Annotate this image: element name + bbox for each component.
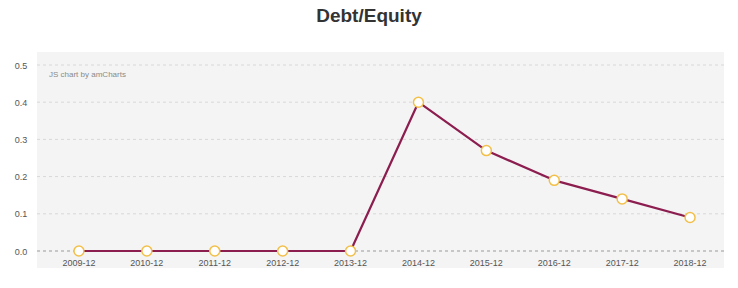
y-tick-label: 0.2 [15,172,28,182]
data-point [142,246,152,256]
grid-line [37,102,724,103]
data-point [549,175,559,185]
x-tick-label: 2012-12 [266,258,299,268]
grid-line [37,176,724,177]
x-tick-label: 2018-12 [674,258,707,268]
grid-line [37,65,724,66]
data-point [210,246,220,256]
data-point [617,194,627,204]
chart: Debt/Equity JS chart by amCharts 0.0 0.1 0.2… [0,0,738,288]
data-point [278,246,288,256]
grid-line [37,213,724,214]
y-tick-label: 0.0 [15,247,28,257]
x-tick-label: 2016-12 [538,258,571,268]
annotation: JS chart by amCharts [49,70,126,79]
chart-svg: Debt/Equity JS chart by amCharts 0.0 0.1 0.2… [0,0,738,288]
x-tick-label: 2014-12 [402,258,435,268]
y-tick-label: 0.3 [15,135,28,145]
y-tick-label: 0.1 [15,209,28,219]
data-point [346,246,356,256]
data-line [79,102,690,251]
title: Debt/Equity [316,5,422,26]
x-tick-label: 2017-12 [606,258,639,268]
x-tick-label: 2009-12 [62,258,95,268]
plot-background [37,52,724,268]
y-tick-label: 0.4 [15,98,28,108]
grid-line [37,139,724,140]
y-tick-label: 0.5 [15,61,28,71]
data-point [481,146,491,156]
data-point [74,246,84,256]
x-tick-label: 2015-12 [470,258,503,268]
data-point [685,213,695,223]
plot-area [74,97,695,256]
data-point [413,97,423,107]
x-tick-label: 2013-12 [334,258,367,268]
x-tick-label: 2011-12 [199,258,231,268]
x-tick-label: 2010-12 [130,258,163,268]
